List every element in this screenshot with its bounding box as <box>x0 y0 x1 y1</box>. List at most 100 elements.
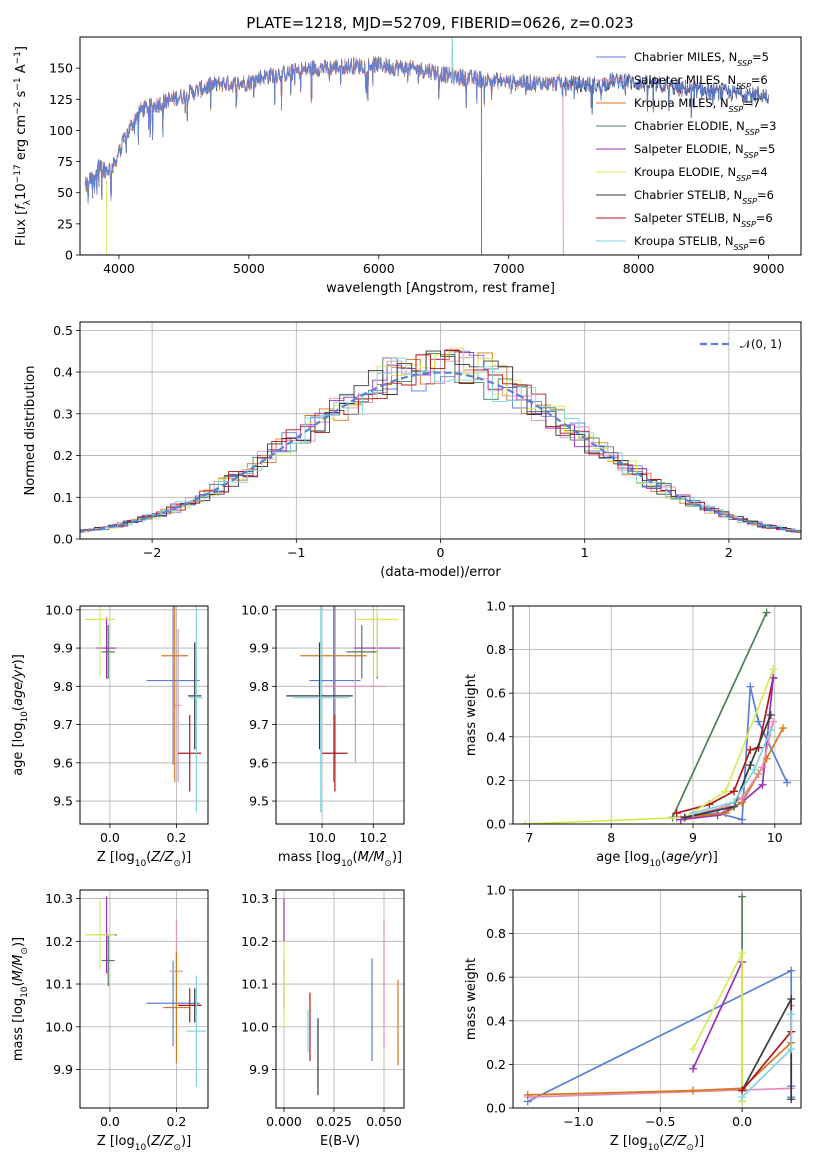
series-line <box>692 961 743 1070</box>
x-axis-label: Z [log10(Z/Z⊙)] <box>97 1134 191 1153</box>
data-point-marker <box>738 815 747 824</box>
label-part: λ <box>23 199 33 205</box>
y-axis-label: Flux [fλ10−17 erg cm−2 s−1 A−1] <box>13 46 33 246</box>
legend-count: =5 <box>752 50 769 64</box>
y-tick-label: 9.5 <box>249 794 269 809</box>
legend-count: =7 <box>743 96 760 110</box>
data-point-marker <box>738 949 747 958</box>
legend-text: Salpeter ELODIE, N <box>634 142 744 156</box>
data-point-marker <box>672 809 681 818</box>
y-tick-label: 10.0 <box>45 602 73 617</box>
label-part: erg cm <box>14 115 29 164</box>
label-part: )] <box>708 850 718 865</box>
y-tick-label: 9.9 <box>249 1062 269 1077</box>
y-tick-label: 0.8 <box>486 642 506 657</box>
errorbar-kroupa-miles <box>161 606 189 782</box>
label-part: ⊙ <box>686 1143 694 1153</box>
errorbar-salpeter-stelib <box>178 715 202 792</box>
x-tick-label: 10.0 <box>308 830 336 845</box>
label-part: Z [log <box>97 1134 135 1149</box>
y-tick-label: 9.6 <box>249 755 269 770</box>
series-line <box>684 727 784 819</box>
x-tick-label: 0.2 <box>166 830 186 845</box>
label-part: Z [log <box>610 1134 648 1149</box>
legend-sub: SSP <box>745 128 760 137</box>
series-line <box>527 969 793 1103</box>
x-tick-label: 0.0 <box>100 830 120 845</box>
errorbar-chabrier-elodie <box>101 934 115 987</box>
label-part: Z [log <box>97 850 135 865</box>
data-point-marker <box>769 717 778 726</box>
x-tick-label: 0 <box>437 545 445 560</box>
label-part: mass weight <box>464 958 479 1040</box>
label-part: ( <box>659 1134 664 1149</box>
series-line <box>684 714 772 819</box>
label-part: )] <box>392 850 402 865</box>
legend-sub: SSP <box>736 82 751 91</box>
label-part: 10 <box>20 986 30 998</box>
label-part: mass [log <box>278 850 341 865</box>
x-tick-label: −1.0 <box>563 1114 593 1129</box>
data-point-marker <box>523 1090 532 1099</box>
label-part: M/M <box>11 955 26 982</box>
data-point-marker <box>746 682 755 691</box>
label-part: (data-model)/error <box>380 565 501 580</box>
gaussian-curve <box>80 371 801 533</box>
axes-age-vs-Z: 0.0 0.29.59.69.79.89.910.0Z [log10(Z/Z⊙)]… <box>11 602 209 869</box>
legend-label: Salpeter ELODIE, NSSP=5 <box>634 142 775 160</box>
label-part: age/yr <box>11 663 26 706</box>
label-part: age [log <box>596 850 649 865</box>
data-point-marker <box>521 820 530 824</box>
legend-text: Chabrier STELIB, N <box>634 188 742 202</box>
legend-count: =3 <box>760 119 777 133</box>
x-tick-label: 0.0 <box>732 1114 752 1129</box>
x-tick-label: 1 <box>581 545 589 560</box>
x-tick-label: 0.025 <box>316 1114 352 1129</box>
series-chabrier-stelib <box>680 711 775 822</box>
errorbar-chabrier-elodie <box>101 625 115 679</box>
data-point-marker <box>689 1064 697 1073</box>
label-part: ( <box>11 706 26 711</box>
figure-title: PLATE=1218, MJD=52709, FIBERID=0626, z=0… <box>246 14 633 32</box>
y-tick-label: 75 <box>57 154 73 169</box>
y-tick-label: 1.0 <box>486 883 506 898</box>
data-point-marker <box>689 1086 697 1095</box>
series-line <box>525 668 774 824</box>
y-tick-label: 10.3 <box>241 891 269 906</box>
series-line <box>692 952 743 1102</box>
legend-text: Kroupa ELODIE, N <box>634 165 736 179</box>
x-tick-label: 9000 <box>753 261 785 276</box>
y-axis-label: mass weight <box>464 958 479 1040</box>
errorbar-kroupa-elodie <box>84 606 115 677</box>
data-point-marker <box>738 793 747 802</box>
legend-label: Chabrier MILES, NSSP=5 <box>634 50 769 68</box>
plot-area-residuals <box>80 347 801 534</box>
series-kroupa-stelib <box>689 726 775 818</box>
data-point-marker <box>680 813 689 822</box>
series-line <box>527 1041 792 1096</box>
series-chabrier-stelib <box>738 995 796 1104</box>
label-part: )] <box>181 1134 191 1149</box>
label-part: ( <box>353 850 358 865</box>
legend-label: Kroupa STELIB, NSSP=6 <box>634 234 765 252</box>
legend-sub: SSP <box>744 151 759 160</box>
data-point-marker <box>783 778 792 787</box>
data-point-marker <box>721 787 730 796</box>
data-point-marker <box>738 1093 747 1102</box>
y-axis-label: mass weight <box>464 674 479 756</box>
legend-count: =6 <box>756 211 773 225</box>
legend-sub: SSP <box>734 243 749 252</box>
label-part: ] <box>14 46 29 51</box>
data-point-marker <box>769 665 778 674</box>
x-tick-label: 0.000 <box>266 1114 302 1129</box>
y-tick-label: 0.0 <box>53 532 73 547</box>
errorbar-kroupa-miles <box>300 606 367 782</box>
errorbar-chabrier-miles <box>146 606 200 765</box>
plot-area-age-vs-Z <box>84 606 204 813</box>
legend-label: Kroupa MILES, NSSP=7 <box>634 96 760 114</box>
y-tick-label: 9.9 <box>53 1062 73 1077</box>
histogram-kroupa-stelib <box>80 357 801 532</box>
histogram-salpeter-miles <box>80 353 801 532</box>
series-line <box>741 1014 793 1098</box>
